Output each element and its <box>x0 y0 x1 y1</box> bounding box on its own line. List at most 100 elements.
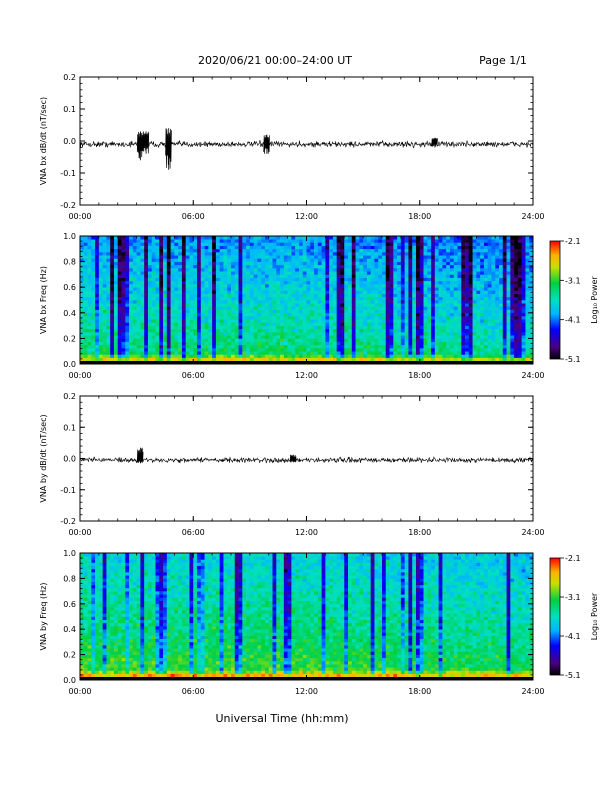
spectrogram-cell <box>295 332 300 336</box>
spectrogram-cell <box>283 245 288 250</box>
spectrogram-cell <box>442 348 447 352</box>
spectrogram-cell <box>253 348 258 352</box>
spectrogram-cell <box>91 248 96 253</box>
spectrogram-cell <box>147 290 153 294</box>
spectrogram-cell <box>393 248 398 253</box>
spectrogram-cell <box>453 312 458 317</box>
spectrogram-cell <box>113 274 119 278</box>
spectrogram-cell <box>80 293 85 298</box>
spectrogram-cell <box>295 252 300 256</box>
spectrogram-cell <box>397 245 402 250</box>
spectrogram-cell <box>389 309 394 314</box>
spectrogram-cell <box>129 328 134 333</box>
spectrogram-cell <box>491 351 496 355</box>
spectrogram-cell <box>468 332 473 336</box>
spectrogram-cell <box>113 312 119 317</box>
spectrogram-cell <box>117 341 122 346</box>
spectrogram-cell <box>487 296 492 301</box>
spectrogram-cell <box>113 290 119 294</box>
spectrogram-cell <box>231 328 236 333</box>
spectrogram-cell <box>174 309 179 314</box>
spectrogram-cell <box>525 277 530 282</box>
spectrogram-cell <box>423 316 428 320</box>
spectrogram-cell <box>95 293 100 298</box>
spectrogram-cell <box>325 322 330 326</box>
spectrogram-cell <box>264 309 270 314</box>
spectrogram-cell <box>370 252 375 256</box>
spectrogram-cell <box>215 348 220 352</box>
spectrogram-cell <box>204 316 209 320</box>
spectrogram-cell <box>495 322 500 326</box>
spectrogram-cell <box>238 328 243 333</box>
spectrogram-cell <box>423 319 428 323</box>
spectrogram-cell <box>272 236 277 240</box>
spectrogram-cell <box>348 354 353 358</box>
spectrogram-cell <box>272 354 277 358</box>
spectrogram-cell <box>419 306 424 310</box>
spectrogram-cell <box>242 261 247 266</box>
spectrogram-cell <box>302 252 307 256</box>
spectrogram-cell <box>98 332 103 336</box>
spectrogram-cell <box>491 332 496 336</box>
spectrogram-cell <box>476 248 481 253</box>
x-tick-label: 00:00 <box>68 371 91 380</box>
spectrogram-cell <box>495 236 500 240</box>
spectrogram-cell <box>370 245 375 250</box>
x-tick-label: 24:00 <box>521 371 544 380</box>
spectrogram-cell <box>298 348 304 352</box>
spectrogram-cell <box>200 293 205 298</box>
spectrogram-cell <box>257 300 262 304</box>
spectrogram-cell <box>140 335 145 339</box>
spectrogram-cell <box>155 319 160 323</box>
spectrogram-cell <box>457 351 462 355</box>
spectrogram-cell <box>113 344 119 349</box>
spectrogram-cell <box>382 248 387 253</box>
spectrogram-cell <box>242 354 247 358</box>
spectrogram-cell <box>200 322 205 326</box>
spectrogram-cell <box>366 354 371 358</box>
spectrogram-cell <box>468 287 473 291</box>
spectrogram-cell <box>363 348 368 352</box>
spectrogram-cell <box>291 293 296 298</box>
spectrogram-cell <box>204 290 209 294</box>
spectrogram-cell <box>249 348 254 352</box>
spectrogram-cell <box>144 274 149 278</box>
spectrogram-cell <box>415 309 421 314</box>
spectrogram-cell <box>238 341 243 346</box>
spectrogram-cell <box>359 236 364 240</box>
spectrogram-cell <box>200 258 205 262</box>
spectrogram-cell <box>106 264 111 269</box>
spectrogram-cell <box>204 348 209 352</box>
spectrogram-cell <box>419 319 424 323</box>
spectrogram-cell <box>121 264 126 269</box>
spectrogram-cell <box>514 242 519 246</box>
spectrogram-cell <box>268 357 273 362</box>
spectrogram-cell <box>412 357 417 362</box>
spectrogram-cell <box>261 258 266 262</box>
spectrogram-cell <box>110 316 115 320</box>
spectrogram-cell <box>446 351 451 355</box>
spectrogram-cell <box>525 316 530 320</box>
spectrogram-cell <box>98 328 103 333</box>
spectrogram-cell <box>374 239 379 243</box>
spectrogram-cell <box>363 335 368 339</box>
spectrogram-cell <box>453 280 458 285</box>
spectrogram-cell <box>427 338 432 342</box>
spectrogram-cell <box>200 296 205 301</box>
spectrogram-cell <box>419 316 424 320</box>
spectrogram-cell <box>185 271 190 275</box>
spectrogram-cell <box>502 287 507 291</box>
spectrogram-cell <box>510 268 515 272</box>
spectrogram-cell <box>231 319 236 323</box>
spectrogram-cell <box>438 319 443 323</box>
spectrogram-cell <box>321 271 326 275</box>
spectrogram-cell <box>136 341 141 346</box>
spectrogram-cell <box>525 268 530 272</box>
spectrogram-cell <box>366 319 371 323</box>
spectrogram-cell <box>155 274 160 278</box>
spectrogram-cell <box>480 293 485 298</box>
spectrogram-cell <box>204 335 209 339</box>
spectrogram-cell <box>140 290 145 294</box>
spectrogram-cell <box>404 303 409 307</box>
spectrogram-cell <box>238 332 243 336</box>
